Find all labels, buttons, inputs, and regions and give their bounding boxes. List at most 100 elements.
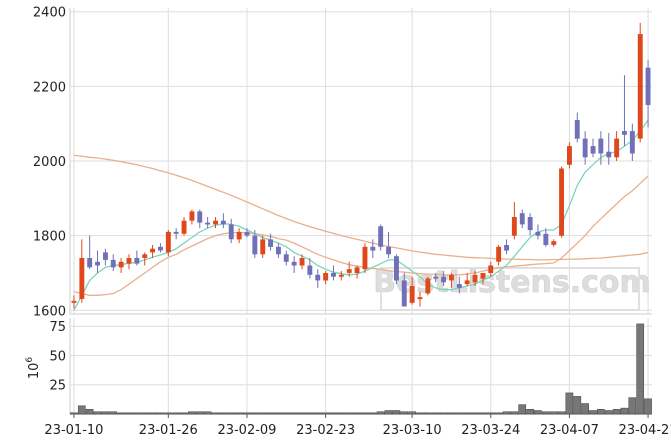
volume-bar <box>306 412 314 415</box>
volume-bars <box>70 323 652 415</box>
candle-body <box>543 233 549 245</box>
volume-bar <box>604 410 613 415</box>
candle-body <box>519 213 525 225</box>
price-frame <box>69 8 652 315</box>
candle-body <box>590 146 596 154</box>
volume-bar <box>164 412 173 415</box>
volume-bar <box>636 323 645 415</box>
volume-bar <box>274 412 283 415</box>
volume-bar <box>534 410 542 415</box>
candle-body <box>456 284 462 288</box>
volume-bar <box>140 412 149 415</box>
volume-bar <box>156 412 165 415</box>
price-tick-label: 2000 <box>33 155 66 170</box>
volume-bar <box>502 411 511 415</box>
candle-body <box>425 278 431 294</box>
volume-bar <box>266 412 275 415</box>
volume-bar <box>290 412 298 415</box>
volume-bar <box>345 412 354 415</box>
volume-exponent-label: 106 <box>25 357 42 380</box>
volume-bar <box>455 412 464 415</box>
volume-bar <box>549 411 558 415</box>
candle-body <box>236 231 242 240</box>
volume-bar <box>109 411 118 415</box>
volume-bar <box>132 412 141 415</box>
volume-bar <box>203 411 212 415</box>
candle-body <box>480 273 486 279</box>
candle-body <box>488 265 494 273</box>
volume-tick-label: 25 <box>49 379 66 394</box>
x-tick-label: 23-04-07 <box>540 423 599 438</box>
volume-bar <box>180 412 188 415</box>
candle-body <box>244 231 250 236</box>
candle-body <box>401 280 407 307</box>
volume-bar <box>235 412 243 415</box>
volume-bar <box>557 411 566 415</box>
candle-body <box>614 138 620 158</box>
x-tick-label: 23-02-23 <box>296 423 355 438</box>
candle-body <box>622 131 627 135</box>
candle-body <box>220 220 226 225</box>
volume-bar <box>172 412 181 415</box>
candle-body <box>511 217 517 236</box>
ma-long-line <box>73 154 649 261</box>
candle-body <box>370 246 376 251</box>
candle-body <box>323 273 329 281</box>
volume-bar <box>526 409 534 415</box>
volume-bar <box>93 411 102 415</box>
candle-body <box>629 131 635 154</box>
volume-bar <box>612 409 621 415</box>
volume-bar <box>227 412 236 415</box>
volume-bar <box>243 412 251 415</box>
volume-bar <box>148 412 157 415</box>
candle-body <box>189 211 195 221</box>
volume-panel: 25 50 75 106 <box>25 318 652 415</box>
candle-body <box>441 276 446 283</box>
volume-bar <box>416 412 424 415</box>
volume-bar <box>581 403 589 415</box>
volume-bar <box>117 412 125 415</box>
x-tick-label: 23-01-10 <box>44 423 103 438</box>
candle-body <box>315 274 321 281</box>
candle-body <box>551 241 557 245</box>
volume-bar <box>384 410 393 415</box>
candle-body <box>645 67 651 105</box>
price-panel: BestListens.com 1600 1800 2000 2200 2400 <box>33 6 652 319</box>
candle-body <box>449 274 454 281</box>
x-tick-label: 23-03-10 <box>383 423 442 438</box>
volume-bar <box>644 398 652 415</box>
candle-body <box>472 274 478 283</box>
volume-bar <box>298 412 306 415</box>
volume-bar <box>70 412 78 415</box>
candle-body <box>142 254 148 258</box>
candle-body <box>103 252 108 260</box>
volume-bar <box>565 392 574 415</box>
volume-bar <box>479 412 487 415</box>
volume-bar <box>400 411 409 415</box>
candle-body <box>252 235 258 255</box>
watermark: BestListens.com <box>373 265 651 300</box>
price-grid <box>70 8 652 314</box>
volume-bar <box>353 412 361 415</box>
volume-bar <box>620 407 629 415</box>
candle-body <box>338 274 344 277</box>
volume-tick-label: 75 <box>49 320 66 335</box>
volume-tick-label: 50 <box>49 349 66 364</box>
volume-bar <box>628 397 637 415</box>
candle-body <box>158 246 163 251</box>
candle-body <box>606 151 612 158</box>
x-tick-label: 23-03-24 <box>461 423 520 438</box>
price-tick-label: 1800 <box>33 230 66 245</box>
volume-bar <box>211 412 220 415</box>
candle-body <box>205 222 211 225</box>
candle-body <box>276 246 281 255</box>
volume-bar <box>219 412 228 415</box>
candle-body <box>637 34 643 139</box>
volume-bar <box>447 412 456 415</box>
candle-body <box>197 211 203 223</box>
candle-body <box>527 217 533 231</box>
volume-bar <box>368 412 377 415</box>
volume-bar <box>77 405 86 415</box>
candle-body <box>378 226 384 247</box>
